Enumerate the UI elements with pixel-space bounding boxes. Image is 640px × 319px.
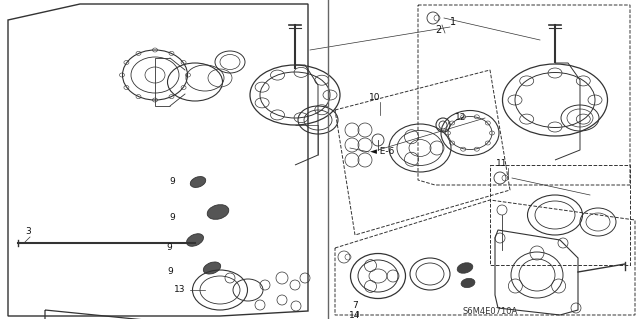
Ellipse shape (461, 278, 475, 288)
Text: 9: 9 (167, 268, 173, 277)
Ellipse shape (204, 262, 221, 274)
Text: ◄ E-6: ◄ E-6 (370, 147, 394, 157)
Text: 12: 12 (455, 114, 467, 122)
Text: 2: 2 (435, 25, 441, 35)
Ellipse shape (190, 176, 205, 188)
Text: 7: 7 (352, 300, 358, 309)
Text: 11: 11 (496, 159, 508, 167)
Text: 1: 1 (450, 17, 456, 27)
Ellipse shape (457, 263, 473, 273)
Text: 9: 9 (166, 243, 172, 253)
Ellipse shape (207, 205, 228, 219)
Text: 3: 3 (25, 227, 31, 236)
Ellipse shape (186, 234, 204, 246)
Text: 9: 9 (169, 177, 175, 187)
Text: 14: 14 (349, 310, 361, 319)
Text: 9: 9 (169, 213, 175, 222)
Text: 10: 10 (369, 93, 381, 101)
Text: 13: 13 (173, 286, 185, 294)
Text: S6M4E0710A: S6M4E0710A (462, 308, 518, 316)
